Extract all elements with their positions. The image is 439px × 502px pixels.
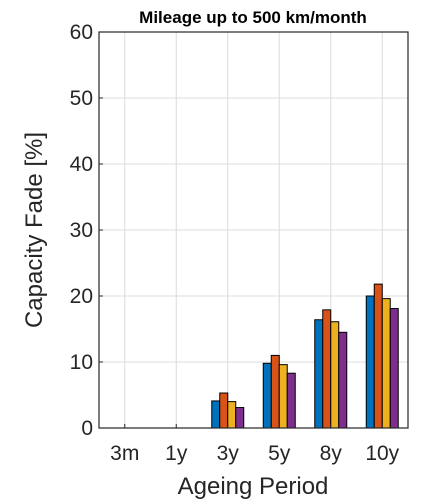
bar-10y-series-1 — [365, 295, 375, 429]
bar-5y-series-4 — [286, 372, 296, 429]
bar-8y-series-1 — [314, 319, 324, 429]
y-tick-label-40: 40 — [70, 153, 93, 176]
y-tick-label-0: 0 — [81, 417, 93, 440]
y-tick-labels: 0 10 20 30 40 50 60 — [70, 21, 103, 440]
y-tick-label-60: 60 — [70, 21, 93, 44]
bar-5y-series-3 — [278, 364, 288, 429]
bar-8y-series-2 — [322, 309, 332, 429]
bar-8y-series-3 — [330, 321, 340, 429]
grid — [99, 32, 408, 428]
x-tick-label-3m: 3m — [110, 442, 139, 465]
bar-3y-series-3 — [227, 401, 237, 429]
bar-5y-series-1 — [262, 362, 272, 429]
y-tick-label-30: 30 — [70, 219, 93, 242]
x-tick-label-10y: 10y — [365, 442, 399, 465]
y-tick-label-20: 20 — [70, 285, 93, 308]
x-tick-label-8y: 8y — [320, 442, 343, 465]
bar-5y-series-2 — [270, 354, 280, 429]
bar-3y-series-1 — [211, 400, 221, 429]
bar-3y-series-2 — [219, 392, 229, 429]
chart-title: Mileage up to 500 km/month — [139, 8, 367, 27]
bar-8y-series-4 — [338, 331, 348, 429]
bar-10y-series-2 — [373, 283, 383, 429]
x-tick-labels: 3m 1y 3y 5y 8y 10y — [110, 424, 400, 465]
y-tick-label-10: 10 — [70, 351, 93, 374]
bar-10y-series-3 — [381, 298, 391, 429]
x-tick-label-5y: 5y — [268, 442, 291, 465]
y-axis-label: Capacity Fade [%] — [21, 132, 48, 328]
x-tick-label-1y: 1y — [165, 442, 188, 465]
x-tick-label-3y: 3y — [217, 442, 240, 465]
y-tick-label-50: 50 — [70, 87, 93, 110]
x-axis-label: Ageing Period — [178, 473, 329, 500]
bars — [211, 283, 399, 429]
bar-10y-series-4 — [389, 308, 399, 429]
bar-3y-series-4 — [235, 407, 245, 429]
